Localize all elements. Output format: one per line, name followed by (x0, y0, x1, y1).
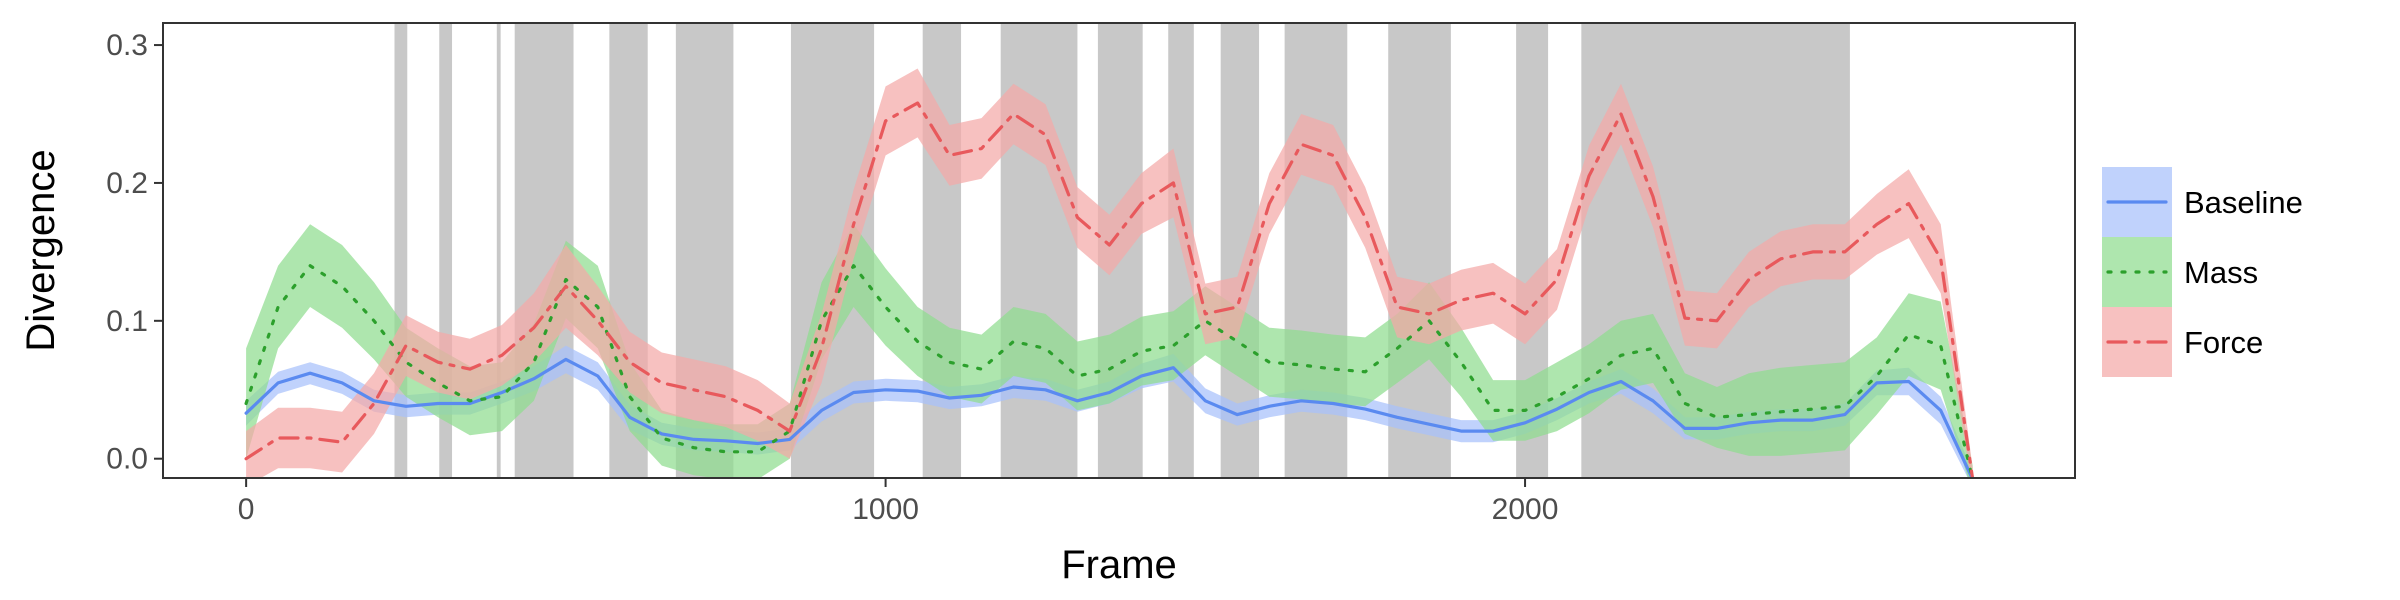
series-lines (244, 101, 1975, 478)
legend-label-baseline: Baseline (2184, 185, 2303, 220)
legend: Baseline Mass Force (2102, 167, 2303, 377)
force-band (246, 68, 1973, 478)
x-tick-label: 1000 (852, 493, 919, 526)
force-line (244, 101, 1975, 478)
mass-line (244, 264, 1975, 478)
x-axis-title: Frame (1061, 543, 1177, 587)
y-axis-title: Divergence (19, 149, 63, 351)
y-tick-label: 0.0 (106, 443, 148, 476)
legend-item-baseline: Baseline (2102, 167, 2303, 237)
legend-label-force: Force (2184, 325, 2263, 360)
plot-content (244, 23, 1975, 478)
x-axis: 0 1000 2000 (238, 478, 1559, 526)
x-tick-label: 0 (238, 493, 255, 526)
y-tick-label: 0.3 (106, 29, 148, 62)
y-tick-label: 0.1 (106, 305, 148, 338)
legend-item-mass: Mass (2102, 237, 2258, 307)
legend-item-force: Force (2102, 307, 2263, 377)
y-tick-label: 0.2 (106, 167, 148, 200)
plot-panel-border (162, 22, 2076, 479)
baseline-line (244, 357, 1974, 478)
x-tick-label: 2000 (1492, 493, 1559, 526)
y-axis: 0.0 0.1 0.2 0.3 (106, 29, 163, 476)
shaded-interval-14 (1388, 23, 1451, 478)
shaded-interval-3 (496, 23, 501, 478)
legend-label-mass: Mass (2184, 255, 2258, 290)
